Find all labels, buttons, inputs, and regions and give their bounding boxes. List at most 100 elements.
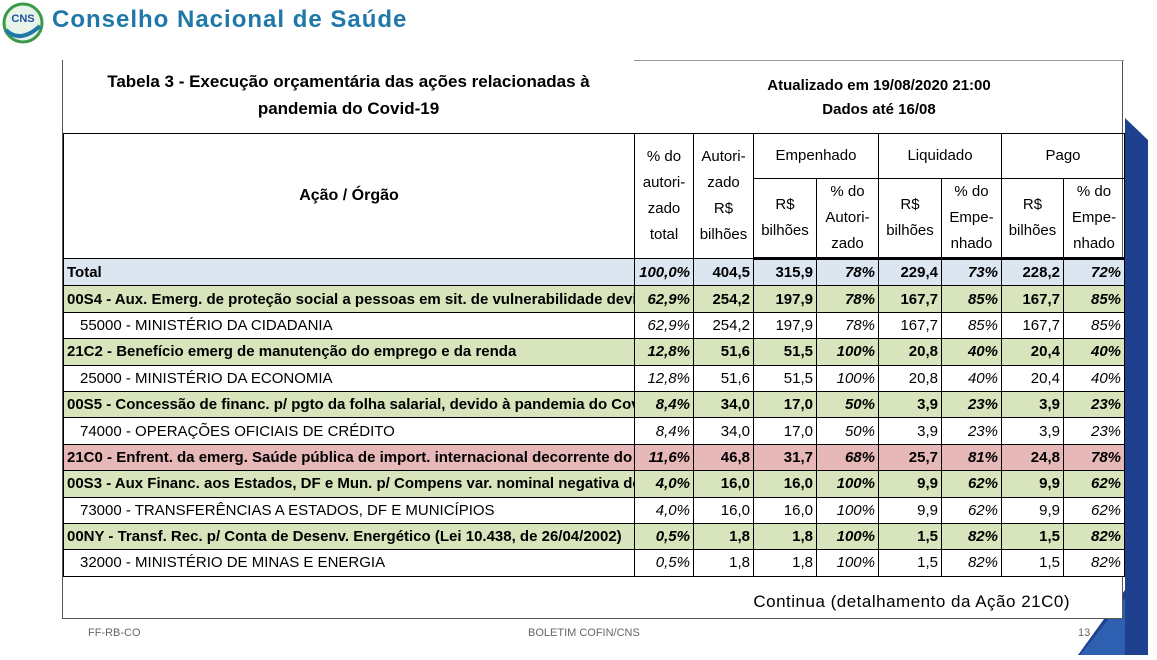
budget-table: Ação / Órgão % do autori-zado total Autori-z… — [63, 133, 1126, 577]
value-cell: 3,9 — [1001, 417, 1064, 445]
value-cell: 62% — [941, 496, 1002, 524]
value-cell: 62,9% — [634, 311, 694, 340]
text-line: pandemia do Covid-19 — [257, 99, 440, 118]
text-line: % do — [1076, 183, 1112, 200]
header-cell: R$ bilhões — [878, 178, 942, 260]
value-cell: 0,5% — [634, 549, 694, 577]
value-cell: 40% — [941, 364, 1002, 392]
table-row: 25000 - MINISTÉRIO DA ECONOMIA 12,8% 51,6 5… — [63, 364, 1126, 392]
value-cell: 40% — [941, 338, 1002, 366]
row-label: 25000 - MINISTÉRIO DA ECONOMIA — [63, 364, 635, 392]
value-cell: 85% — [941, 285, 1002, 313]
value-cell: 100% — [816, 549, 879, 577]
table-frame: Tabela 3 - Execução orçamentária das açõ… — [62, 60, 1126, 619]
value-cell: 100% — [816, 338, 879, 366]
value-cell: 62,9% — [634, 285, 694, 313]
value-cell: 1,8 — [753, 522, 817, 551]
value-cell: 16,0 — [753, 496, 817, 524]
value-cell: 50% — [816, 417, 879, 445]
table-row: 00NY - Transf. Rec. p/ Conta de Desenv. … — [63, 522, 1126, 551]
text-line: zado — [707, 174, 740, 191]
value-cell: 100% — [816, 364, 879, 392]
value-cell: 197,9 — [753, 285, 817, 313]
value-cell: 20,4 — [1001, 364, 1064, 392]
table-row: 00S4 - Aux. Emerg. de proteção social a … — [63, 285, 1126, 313]
page-number: 13 — [1078, 627, 1091, 639]
value-cell: 51,5 — [753, 364, 817, 392]
value-cell: 12,8% — [634, 364, 694, 392]
value-cell: 1,8 — [753, 549, 817, 577]
value-cell: 4,0% — [634, 496, 694, 524]
value-cell: 16,0 — [753, 470, 817, 498]
value-cell: 315,9 — [753, 257, 817, 287]
value-cell: 1,8 — [693, 549, 754, 577]
table-title: Tabela 3 - Execução orçamentária das açõ… — [63, 68, 634, 122]
value-cell: 0,5% — [634, 522, 694, 551]
row-label: 21C0 - Enfrent. da emerg. Saúde pública … — [63, 443, 635, 472]
text-line: % do — [830, 183, 865, 200]
value-cell: 167,7 — [1001, 311, 1064, 340]
value-cell: 20,8 — [878, 364, 942, 392]
text-line: total — [649, 226, 679, 243]
value-cell: 85% — [1062, 311, 1126, 340]
table-row: 21C0 - Enfrent. da emerg. Saúde pública … — [63, 443, 1126, 472]
value-cell: 1,5 — [878, 549, 942, 577]
value-cell: 78% — [816, 285, 879, 313]
header-cell: % do autori-zado total — [634, 133, 694, 259]
data-until: Dados até 16/08 — [822, 101, 936, 118]
value-cell: 12,8% — [634, 338, 694, 366]
value-cell: 31,7 — [753, 443, 817, 472]
value-cell: 78% — [816, 311, 879, 340]
value-cell: 228,2 — [1001, 257, 1064, 287]
value-cell: 16,0 — [693, 496, 754, 524]
text-line: R$ — [900, 196, 920, 213]
value-cell: 46,8 — [693, 443, 754, 472]
value-cell: 51,6 — [693, 338, 754, 366]
continua-note: Continua (detalhamento da Ação 21C0) — [753, 592, 1070, 611]
value-cell: 8,4% — [634, 417, 694, 445]
value-cell: 51,5 — [753, 338, 817, 366]
value-cell: 20,4 — [1001, 338, 1064, 366]
value-cell: 9,9 — [878, 470, 942, 498]
value-cell: 78% — [1062, 443, 1126, 472]
header-row: Ação / Órgão % do autori-zado total Autori-z… — [63, 133, 1126, 259]
value-cell: 82% — [941, 549, 1002, 577]
footer-left: FF-RB-CO — [88, 627, 141, 639]
text-line: zado — [647, 200, 681, 217]
value-cell: 11,6% — [634, 443, 694, 472]
text-line: Autori- — [825, 209, 870, 226]
group-header: Liquidado — [878, 133, 1002, 179]
value-cell: 82% — [941, 522, 1002, 551]
row-label: 00S5 - Concessão de financ. p/ pgto da f… — [63, 390, 635, 419]
blue-shape — [1078, 118, 1148, 655]
text-line: Empe- — [1071, 209, 1117, 226]
text-line: bilhões — [886, 222, 934, 239]
row-label: 32000 - MINISTÉRIO DE MINAS E ENERGIA — [63, 549, 635, 577]
table-row: 32000 - MINISTÉRIO DE MINAS E ENERGIA 0,5… — [63, 549, 1126, 577]
row-label: 00S3 - Aux Financ. aos Estados, DF e Mun… — [63, 470, 635, 498]
value-cell: 1,8 — [693, 522, 754, 551]
group-header: Empenhado — [753, 133, 879, 179]
value-cell: 34,0 — [693, 417, 754, 445]
text-line: % do — [646, 148, 682, 165]
table-row: 21C2 - Benefício emerg de manutenção do … — [63, 338, 1126, 366]
value-cell: 9,9 — [1001, 496, 1064, 524]
text-line: bilhões — [699, 226, 748, 243]
text-line: Empe- — [949, 209, 994, 226]
value-cell: 23% — [1062, 417, 1126, 445]
value-cell: 254,2 — [693, 311, 754, 340]
text-line: R$ — [775, 196, 795, 213]
value-cell: 3,9 — [1001, 390, 1064, 419]
header-row: R$ bilhões % do Autori-zado R$ bilhões % do Emp… — [64, 178, 1126, 260]
value-cell: 81% — [941, 443, 1002, 472]
value-cell: 85% — [941, 311, 1002, 340]
value-cell: 167,7 — [878, 311, 942, 340]
value-cell: 8,4% — [634, 390, 694, 419]
text-line: bilhões — [761, 222, 809, 239]
value-cell: 16,0 — [693, 470, 754, 498]
value-cell: 62% — [1062, 470, 1126, 498]
value-cell: 167,7 — [878, 285, 942, 313]
value-cell: 40% — [1062, 364, 1126, 392]
table-row: 74000 - OPERAÇÕES OFICIAIS DE CRÉDITO 8,4… — [63, 417, 1126, 445]
